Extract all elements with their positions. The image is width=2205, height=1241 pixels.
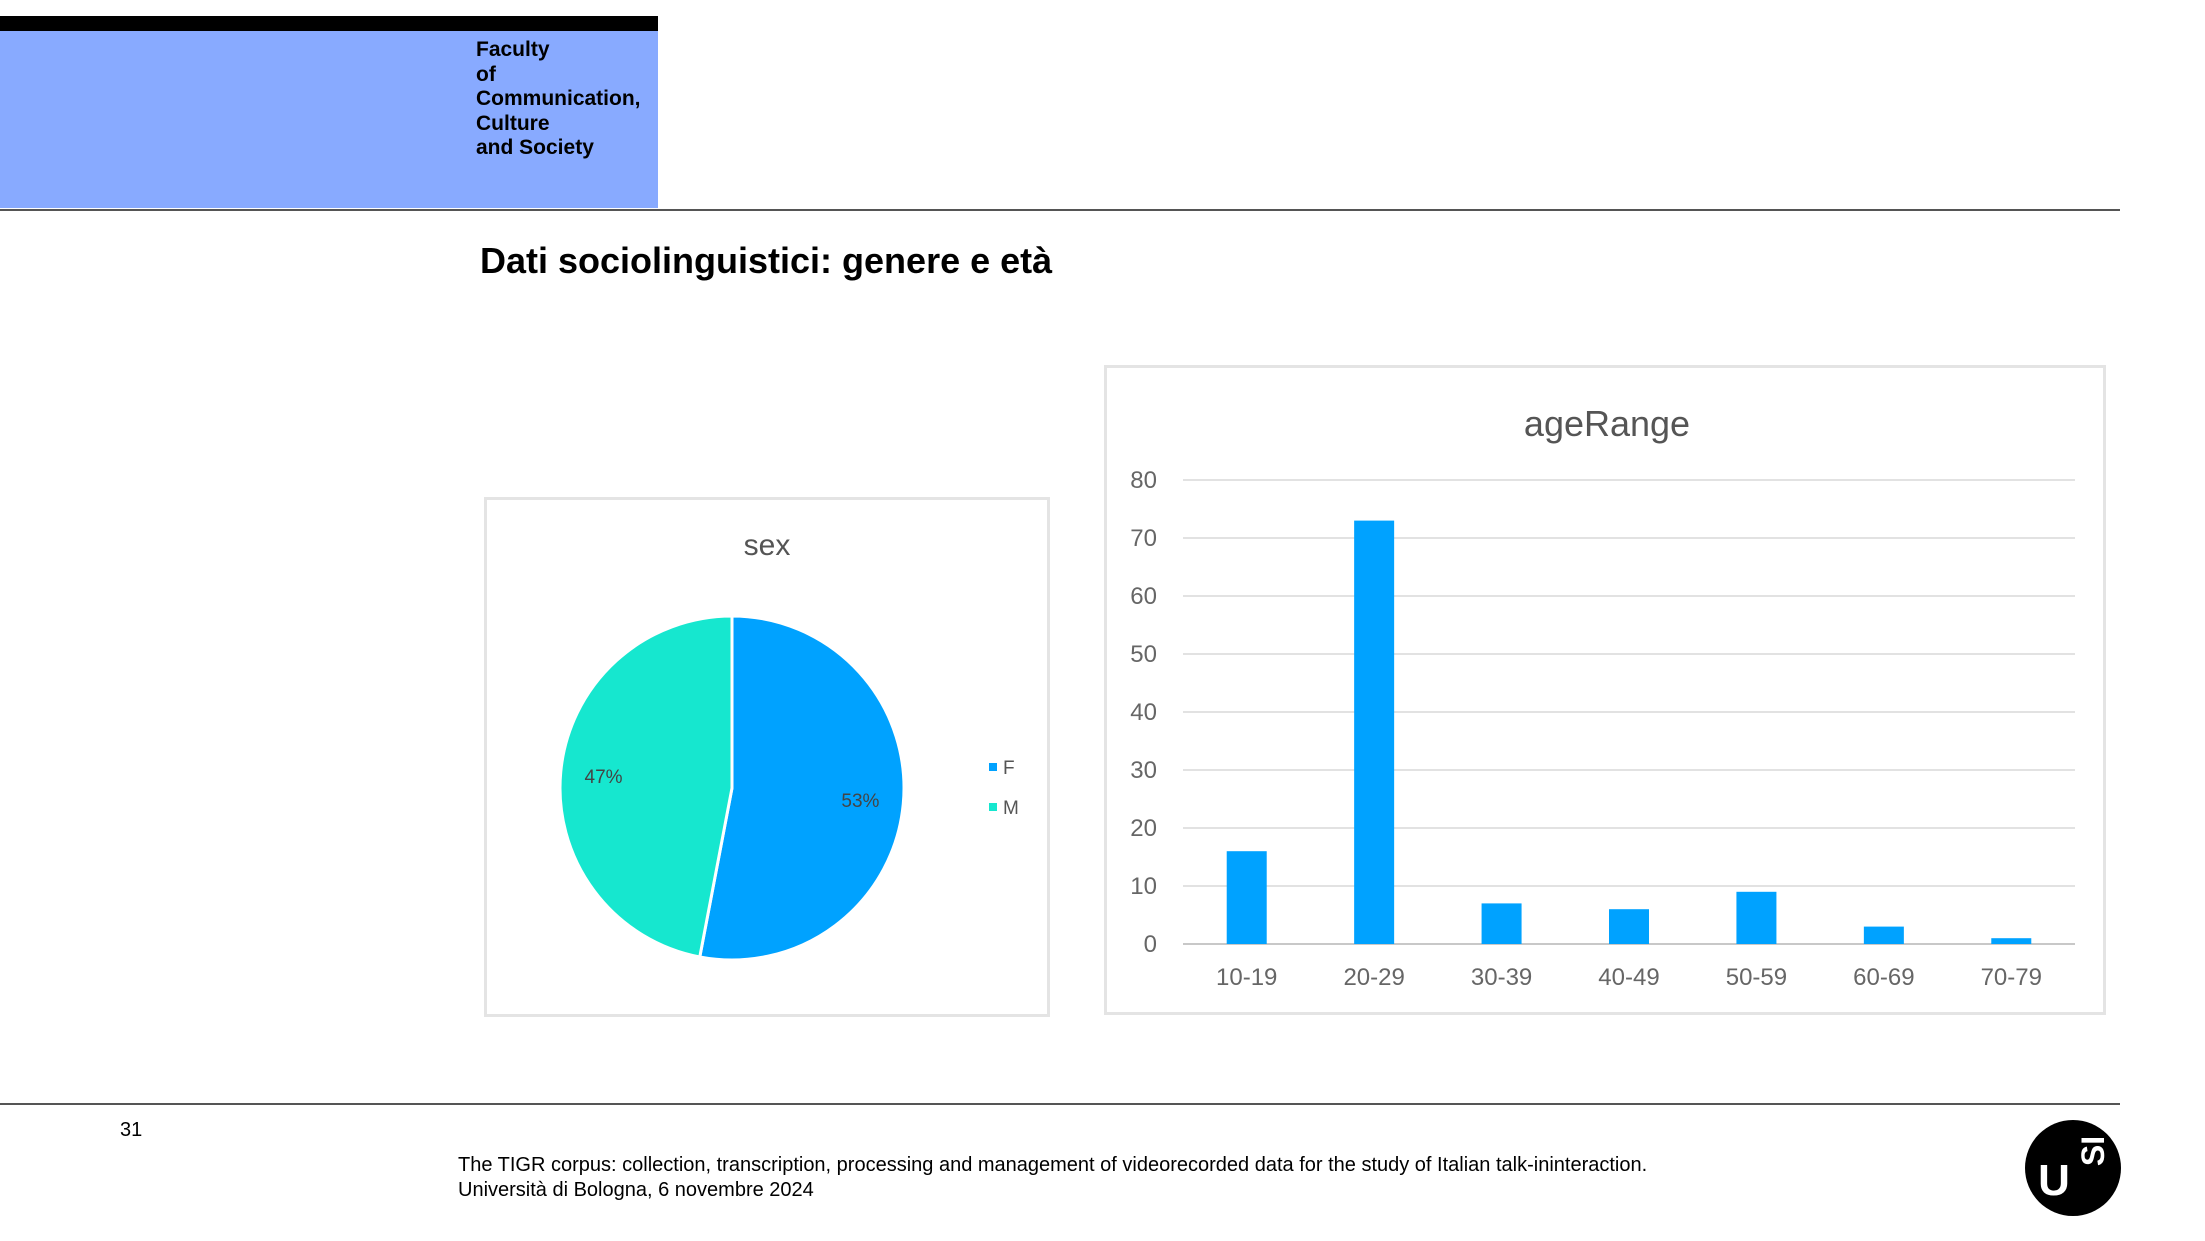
pie-slice-label: 47% — [585, 767, 623, 788]
bar-chart-title: ageRange — [1524, 403, 1690, 444]
logo-letter-u: U — [2038, 1156, 2070, 1205]
x-tick-label: 40-49 — [1598, 964, 1659, 991]
faculty-line: Communication, — [476, 87, 641, 110]
pie-title: sex — [744, 529, 791, 562]
footer-line-2: Università di Bologna, 6 novembre 2024 — [458, 1179, 814, 1201]
legend-label: F — [1003, 758, 1015, 779]
x-tick-label: 30-39 — [1471, 964, 1532, 991]
x-tick-label: 50-59 — [1726, 964, 1787, 991]
footer-line-1: The TIGR corpus: collection, transcripti… — [458, 1154, 1648, 1176]
x-tick-label: 20-29 — [1343, 964, 1404, 991]
pie-slice-m — [558, 614, 734, 959]
y-tick-label: 10 — [1130, 873, 1157, 900]
slide-title: Dati sociolinguistici: genere e età — [480, 240, 1053, 281]
header-black-bar — [0, 16, 658, 31]
x-tick-label: 10-19 — [1216, 964, 1277, 991]
y-tick-label: 50 — [1130, 641, 1157, 668]
legend-swatch — [989, 763, 997, 771]
y-tick-label: 60 — [1130, 583, 1157, 610]
x-tick-label: 70-79 — [1981, 964, 2042, 991]
age-range-bar-chart: ageRange 0 10 20 30 40 50 60 70 80 10-19 20-29 30-39… — [1104, 365, 2106, 1015]
usi-logo-icon: U SI — [2025, 1120, 2121, 1216]
page-number: 31 — [120, 1119, 143, 1141]
y-tick-label: 0 — [1144, 931, 1157, 958]
faculty-name: Faculty of Communication, Culture and So… — [476, 38, 656, 161]
footer-divider — [0, 1103, 2120, 1105]
pie-chart-svg: sex 53% 47% FM — [558, 529, 1019, 962]
bar-chart-svg: ageRange 0 10 20 30 40 50 60 70 80 10-19 20-29 30-39… — [1130, 403, 2075, 991]
header-divider — [0, 209, 2120, 211]
faculty-line: Faculty — [476, 38, 550, 61]
faculty-line: of — [476, 62, 496, 86]
sex-pie-chart: sex 53% 47% F M — [484, 497, 1050, 1017]
faculty-line: Culture — [476, 111, 550, 135]
bar-60-69 — [1863, 926, 1904, 944]
bar-10-19 — [1226, 851, 1267, 944]
bar-50-59 — [1736, 891, 1777, 944]
bar-20-29 — [1354, 520, 1395, 944]
logo-letters-si: SI — [2075, 1136, 2111, 1166]
y-tick-label: 70 — [1130, 525, 1157, 552]
y-tick-label: 20 — [1130, 815, 1157, 842]
faculty-line: and Society — [476, 136, 594, 159]
y-tick-label: 30 — [1130, 757, 1157, 784]
bar-30-39 — [1481, 903, 1522, 944]
bar-40-49 — [1609, 909, 1649, 944]
y-tick-label: 40 — [1130, 699, 1157, 726]
legend-swatch — [989, 803, 997, 811]
y-tick-label: 80 — [1130, 467, 1157, 494]
footer-caption: The TIGR corpus: collection, transcripti… — [458, 1153, 1647, 1203]
x-tick-label: 60-69 — [1853, 964, 1914, 991]
header-faculty-box — [0, 31, 658, 208]
pie-slice-f — [698, 614, 906, 962]
bar-70-79 — [1991, 938, 2032, 944]
pie-slice-label: 53% — [841, 791, 879, 812]
legend-label: M — [1003, 798, 1019, 819]
